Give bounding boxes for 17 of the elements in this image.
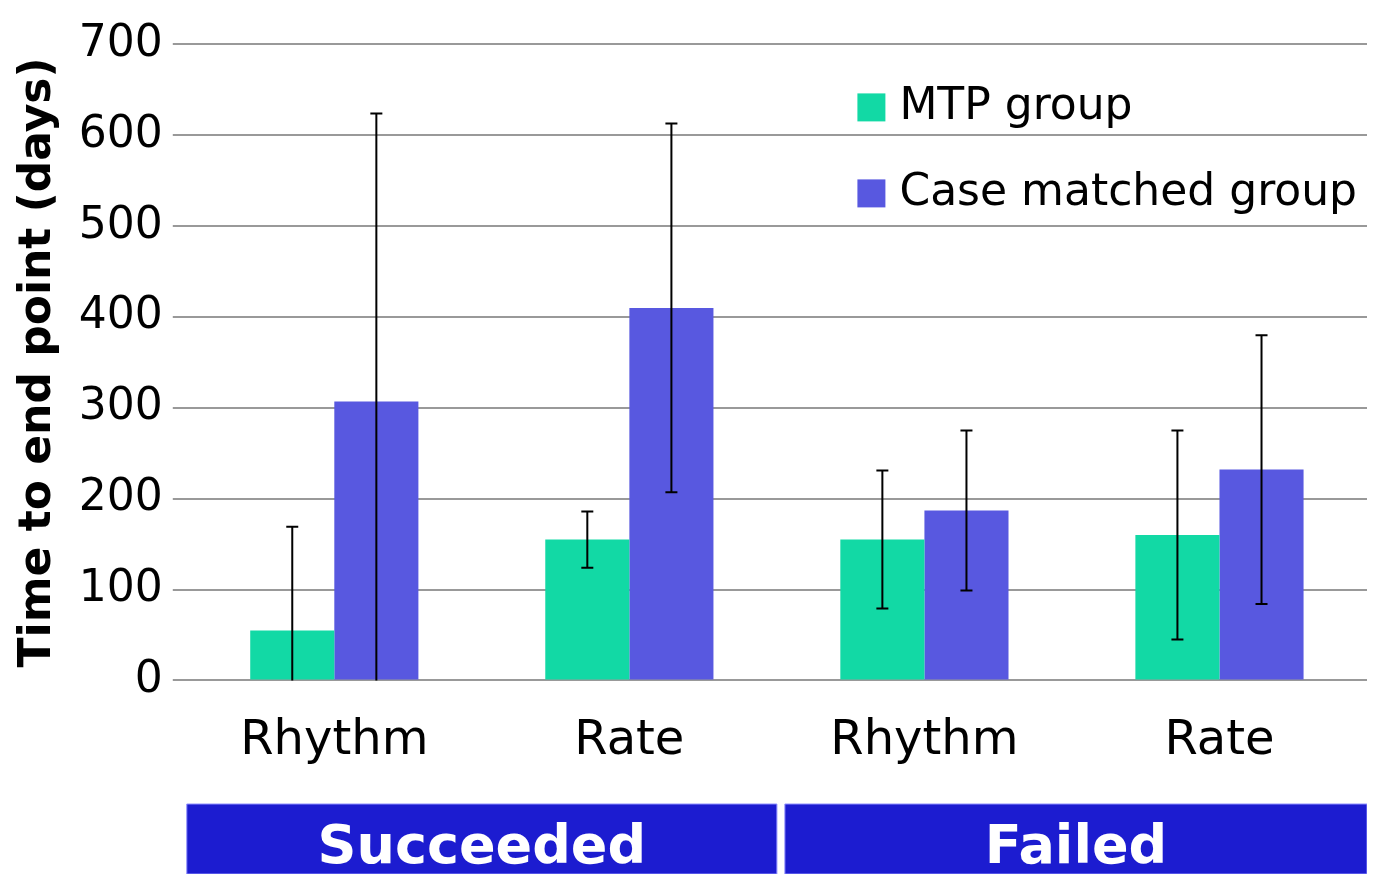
y-tick-label: 600 <box>78 105 163 157</box>
x-tick-label: Rate <box>574 708 685 765</box>
x-tick-label: Rate <box>1164 708 1275 765</box>
text: Succeeded <box>317 813 647 877</box>
legend-label: MTP group <box>899 77 1133 129</box>
y-tick-label: 700 <box>78 14 163 66</box>
y-tick-label: 0 <box>134 650 163 702</box>
y-tick-label: 300 <box>78 378 163 430</box>
text: Failed <box>984 813 1168 877</box>
y-tick-label: 100 <box>78 559 163 611</box>
y-tick-label: 400 <box>78 287 163 339</box>
x-tick-label: Rhythm <box>240 708 429 765</box>
y-tick-label: 200 <box>78 469 163 521</box>
legend-label: Case matched group <box>899 163 1358 215</box>
y-tick-label: 500 <box>78 196 163 248</box>
x-tick-label: Rhythm <box>830 708 1019 765</box>
y-axis-title: Time to end point (days) <box>8 57 60 668</box>
